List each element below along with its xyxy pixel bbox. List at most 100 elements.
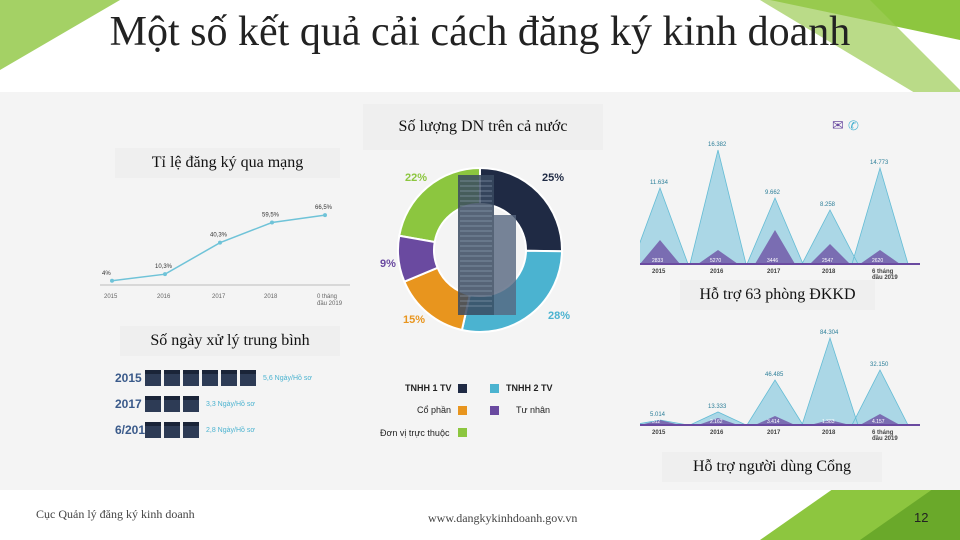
online-year-label: 2016	[157, 294, 171, 300]
days-year: 2015	[115, 371, 142, 385]
calendar-icon	[240, 370, 256, 386]
online-registration-chart: 4% 2015 10,3% 2016 40,3% 2017 59,5% 2018 66,5% 0 …	[100, 205, 350, 307]
online-year-label: 0 tháng	[317, 294, 337, 300]
peak-label: 9.662	[765, 190, 781, 196]
year-label: 6 tháng	[872, 269, 894, 275]
calendar-icon	[202, 370, 218, 386]
online-point	[218, 240, 222, 245]
legend-cophan: Cổ phần	[417, 405, 452, 415]
legend-donvi: Đơn vị trực thuộc	[380, 428, 450, 438]
year-label: đầu 2019	[872, 436, 898, 442]
pct-9: 9%	[380, 258, 396, 270]
online-point	[270, 220, 274, 225]
online-point	[110, 278, 114, 283]
pct-22: 22%	[405, 172, 428, 184]
year-label: 2018	[822, 430, 836, 436]
peak-label: 11.634	[650, 180, 669, 186]
online-value-label: 59,5%	[262, 213, 280, 219]
lower-label: 3.414	[767, 419, 780, 425]
building-image	[494, 215, 516, 315]
peak-label: 84.304	[820, 330, 839, 336]
online-value-label: 66,5%	[315, 205, 333, 211]
label-processing-days: Số ngày xử lý trung bình	[120, 326, 340, 356]
peak-label: 8.258	[820, 202, 836, 208]
lower-label: 2547	[822, 258, 833, 264]
footer-agency: Cục Quản lý đăng ký kinh doanh	[36, 507, 195, 521]
donut-slice	[479, 166, 563, 253]
label-online-registration: Tỉ lệ đăng ký qua mạng	[115, 148, 340, 178]
days-text: 3,3 Ngày/Hồ sơ	[206, 400, 255, 408]
calendar-icon	[164, 370, 180, 386]
lower-label: 2.162	[710, 419, 723, 425]
year-label: 2015	[652, 269, 666, 275]
online-value-label: 4%	[102, 271, 111, 277]
pct-15: 15%	[403, 314, 426, 326]
calendar-icon	[183, 422, 199, 438]
support-offices-chart: ✉ ✆ 11.634 2833 2015 16.382 5270 2016 9.662 344…	[640, 118, 920, 281]
peak-label: 14.773	[870, 160, 889, 166]
legend-tnhh2tv: TNHH 2 TV	[506, 383, 553, 393]
days-year: 2017	[115, 397, 142, 411]
online-value-label: 10,3%	[155, 264, 173, 270]
lower-label: 4.157	[872, 419, 885, 425]
calendar-icon	[183, 396, 199, 412]
online-year-label: đầu 2019	[317, 301, 343, 307]
mountain-series-peaks	[640, 336, 920, 426]
mountain-series-lower	[640, 230, 920, 264]
year-label: 2017	[767, 430, 781, 436]
lower-label: 3446	[767, 258, 778, 264]
pct-25: 25%	[542, 172, 565, 184]
legend-swatch-purple	[490, 406, 499, 415]
donut-slice	[397, 234, 439, 283]
calendar-icon	[145, 396, 161, 412]
online-value-label: 40,3%	[210, 233, 228, 239]
online-year-label: 2017	[212, 294, 226, 300]
calendar-icon	[183, 370, 199, 386]
year-label: 2016	[710, 269, 724, 275]
days-row: 2015 5,6 Ngày/Hồ sơ	[115, 365, 365, 391]
peak-label: 16.382	[708, 142, 727, 148]
legend-swatch-blue	[490, 384, 499, 393]
online-point	[323, 213, 327, 218]
calendar-icon	[164, 396, 180, 412]
lower-label: 1.383	[822, 419, 835, 425]
year-label: 2015	[652, 430, 666, 436]
year-label: 6 tháng	[872, 430, 894, 436]
label-support-offices: Hỗ trợ 63 phòng ĐKKD	[680, 280, 875, 310]
days-text: 5,6 Ngày/Hồ sơ	[263, 374, 312, 382]
calendar-icon	[221, 370, 237, 386]
days-row: 2017 3,3 Ngày/Hồ sơ	[115, 391, 365, 417]
legend-swatch-navy	[458, 384, 467, 393]
legend-tnhh1tv: TNHH 1 TV	[405, 383, 452, 393]
calendar-icon	[145, 370, 161, 386]
phone-icon: ✆	[848, 118, 859, 133]
mail-icon: ✉	[832, 119, 844, 134]
lower-label: 2833	[652, 258, 663, 264]
page-title: Một số kết quả cải cách đăng ký kinh doa…	[109, 9, 851, 55]
legend-tunhan: Tư nhân	[516, 405, 551, 415]
footer-website[interactable]: www.dangkykinhdoanh.gov.vn	[428, 511, 578, 525]
peak-label: 46.485	[765, 372, 784, 378]
lower-label: 2620	[872, 258, 883, 264]
year-label: 2018	[822, 269, 836, 275]
calendar-icon	[164, 422, 180, 438]
year-label: 2017	[767, 269, 781, 275]
peak-label: 5.014	[650, 412, 666, 418]
mountain-series-lower	[640, 414, 920, 425]
legend-swatch-green	[458, 428, 467, 437]
building-image	[458, 175, 494, 315]
lower-label: 5270	[710, 258, 721, 264]
peak-label: 13.333	[708, 404, 727, 410]
peak-label: 32.150	[870, 362, 889, 368]
enterprise-donut-chart	[397, 166, 564, 333]
label-enterprise-count: Số lượng DN trên cả nước	[363, 104, 603, 150]
label-portal-support: Hỗ trợ người dùng Cổng	[662, 452, 882, 482]
mountain-series-peaks	[640, 149, 920, 265]
days-row: 6/2019 2,8 Ngày/Hồ sơ	[115, 417, 365, 443]
legend-swatch-orange	[458, 406, 467, 415]
lower-label: 312	[652, 419, 661, 425]
calendar-icon	[145, 422, 161, 438]
days-text: 2,8 Ngày/Hồ sơ	[206, 426, 255, 434]
processing-days-graphic: 2015 5,6 Ngày/Hồ sơ 2017 3,3 Ngày/Hồ sơ 6/20…	[115, 365, 365, 445]
